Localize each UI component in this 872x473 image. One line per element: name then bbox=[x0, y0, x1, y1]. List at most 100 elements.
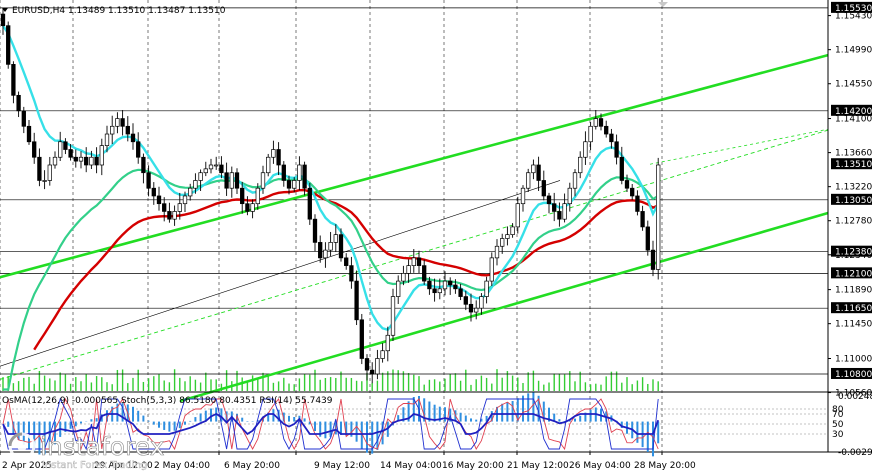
candle-body bbox=[598, 118, 604, 127]
key-level-tag-bg bbox=[831, 193, 872, 205]
candle-body bbox=[245, 203, 250, 212]
candle-body bbox=[78, 156, 84, 162]
time-tick-label: 9 May 12:00 bbox=[314, 461, 370, 471]
candle-body bbox=[484, 280, 489, 297]
stoch-level-label: 30 bbox=[832, 430, 844, 440]
symbol-header-text: EURUSD,H4 1.13489 1.13510 1.13487 1.1351… bbox=[12, 6, 226, 16]
candle-body bbox=[526, 172, 531, 189]
rsi-line bbox=[2, 412, 660, 436]
candle-body bbox=[510, 226, 515, 236]
candle-body bbox=[354, 280, 359, 321]
price-tick-label: 1.11000 bbox=[835, 354, 872, 364]
candle-body bbox=[162, 203, 167, 212]
candle-body bbox=[307, 187, 312, 220]
key-level-tag-bg bbox=[831, 267, 872, 279]
candle-body bbox=[136, 141, 141, 158]
candle-body bbox=[6, 25, 11, 65]
price-tick-label: 1.11450 bbox=[835, 320, 872, 330]
osc-tick-label: -0.00295 bbox=[838, 448, 872, 458]
candle-body bbox=[286, 180, 292, 189]
candle-body bbox=[541, 180, 546, 197]
candle-body bbox=[536, 164, 541, 181]
dotted-projection-line bbox=[649, 128, 829, 165]
time-tick-label: 2 May 04:00 bbox=[154, 461, 210, 471]
candle-body bbox=[520, 187, 526, 205]
time-tick-label: 21 May 12:00 bbox=[507, 461, 569, 471]
candle-body bbox=[645, 226, 650, 251]
candle-body bbox=[84, 156, 89, 166]
key-level-tag: 1.14200 bbox=[835, 107, 872, 117]
candle-body bbox=[52, 156, 58, 166]
candle-body bbox=[219, 164, 224, 174]
stoch-level-label: 70 bbox=[832, 410, 844, 420]
volume-bars bbox=[2, 369, 659, 391]
candle-body bbox=[474, 307, 479, 313]
candle-body bbox=[26, 125, 32, 143]
candle-body bbox=[411, 257, 416, 266]
stoch-main-line bbox=[2, 397, 659, 451]
candle-body bbox=[422, 265, 427, 282]
candle-body bbox=[255, 187, 260, 205]
candle-body bbox=[562, 203, 567, 220]
time-tick-label: 14 May 04:00 bbox=[380, 461, 442, 471]
candle-body bbox=[370, 369, 375, 375]
time-axis: 2 Apr 2025 29 Apr 12:00 2 May 04:00 6 May 2… bbox=[0, 452, 696, 471]
price-tick-label: 1.10560 bbox=[835, 389, 872, 399]
candle-body bbox=[635, 195, 640, 212]
candle-body bbox=[479, 296, 484, 309]
candle-body bbox=[453, 284, 458, 290]
trend-thin-line bbox=[0, 180, 561, 367]
candle-body bbox=[172, 211, 177, 220]
candle-body bbox=[141, 156, 146, 174]
candle-body bbox=[323, 249, 328, 259]
candle-body bbox=[302, 164, 307, 189]
candle-body bbox=[37, 156, 42, 181]
candle-body bbox=[266, 156, 271, 174]
candle-body bbox=[32, 141, 37, 158]
current-price-tag-bg bbox=[831, 158, 872, 170]
candle-body bbox=[0, 13, 6, 27]
candle-body bbox=[297, 164, 302, 181]
time-tick-label: 6 May 20:00 bbox=[224, 461, 280, 471]
candle-body bbox=[567, 187, 572, 205]
candle-body bbox=[630, 187, 635, 197]
candle-body bbox=[380, 350, 385, 359]
watermark-brand: instaforex bbox=[40, 432, 165, 461]
candle-body bbox=[125, 125, 130, 135]
key-level-tag: 1.13050 bbox=[835, 196, 872, 206]
candle-body bbox=[494, 245, 500, 259]
candle-body bbox=[650, 249, 656, 270]
key-level-tag-bg bbox=[831, 302, 872, 314]
candle-body bbox=[250, 203, 255, 212]
time-tick-label: 26 May 04:00 bbox=[569, 461, 631, 471]
candle-body bbox=[546, 195, 552, 205]
ma-mid-line bbox=[3, 168, 659, 391]
key-level-tag: 1.12100 bbox=[835, 269, 872, 279]
candle-body bbox=[167, 211, 172, 220]
dropdown-triangle-icon[interactable] bbox=[2, 8, 8, 12]
candle-body bbox=[58, 141, 63, 158]
candle-body bbox=[188, 187, 193, 197]
candle-body bbox=[193, 180, 198, 189]
candle-body bbox=[130, 133, 136, 143]
watermark-tagline: Instant Forex Trading bbox=[42, 460, 147, 471]
candle-body bbox=[468, 303, 474, 313]
ma-slow-line bbox=[33, 188, 659, 351]
trend-channels bbox=[0, 53, 829, 403]
candle-body bbox=[578, 156, 583, 174]
candle-body bbox=[552, 203, 557, 212]
candle-body bbox=[94, 156, 99, 166]
candle-body bbox=[177, 203, 182, 212]
price-tick-label: 1.14990 bbox=[835, 46, 872, 56]
price-tick-label: 1.14550 bbox=[835, 80, 872, 90]
candle-body bbox=[156, 195, 162, 205]
candle-body bbox=[583, 141, 588, 158]
stoch-level-label: 50 bbox=[832, 420, 844, 430]
candle-body bbox=[656, 164, 661, 270]
shift-marker-icon[interactable] bbox=[658, 2, 668, 7]
channel-lower-line bbox=[179, 211, 829, 403]
candle-body bbox=[572, 172, 578, 189]
candle-body bbox=[47, 164, 52, 181]
